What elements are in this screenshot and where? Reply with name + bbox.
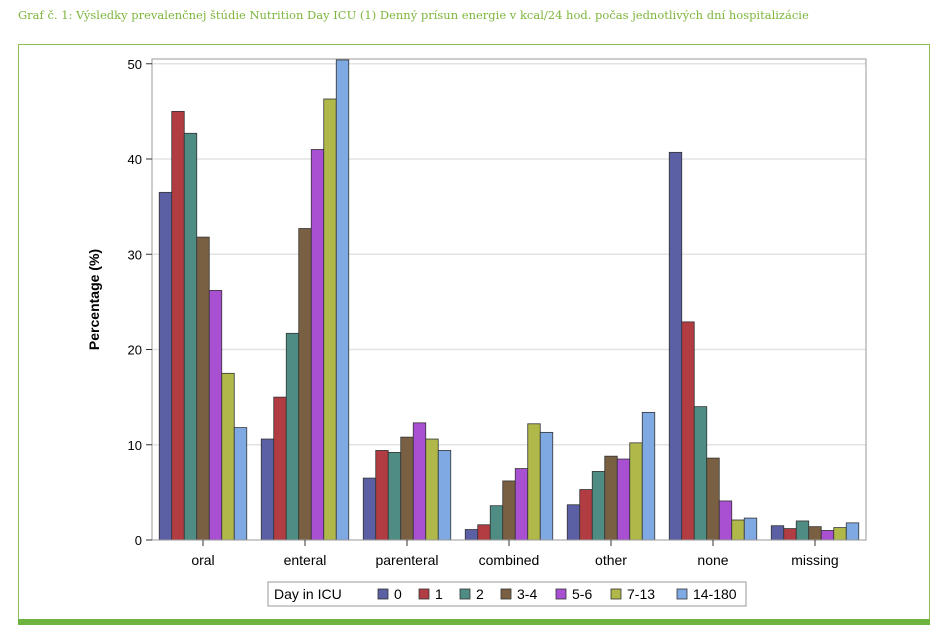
bar-none-14-180 bbox=[743, 517, 758, 541]
bar-none-1 bbox=[681, 321, 695, 541]
legend-swatch-2 bbox=[459, 588, 471, 600]
bar-enteral-3-4 bbox=[298, 228, 312, 541]
x-tick-label-combined: combined bbox=[479, 552, 540, 568]
bottom-accent-bar bbox=[18, 619, 930, 625]
bar-other-14-180 bbox=[641, 411, 656, 541]
bar-combined-1 bbox=[477, 524, 491, 541]
bar-parenteral-2 bbox=[387, 451, 402, 541]
legend-title: Day in ICU bbox=[274, 586, 342, 602]
bar-parenteral-0 bbox=[362, 477, 377, 541]
bars bbox=[158, 59, 860, 541]
legend-label-2: 2 bbox=[476, 586, 484, 602]
legend-label-5-6: 5-6 bbox=[572, 586, 592, 602]
bar-other-0 bbox=[566, 504, 581, 541]
y-tick-label: 20 bbox=[128, 343, 142, 358]
bar-other-7-13 bbox=[629, 442, 643, 541]
legend-items: 0 1 2 3-4 5-6 7-13 14-180 bbox=[377, 586, 737, 602]
bar-parenteral-5-6 bbox=[412, 422, 427, 541]
bar-missing-2 bbox=[795, 520, 810, 541]
bar-parenteral-3-4 bbox=[400, 436, 414, 541]
bar-none-7-13 bbox=[731, 519, 745, 541]
x-tick-label-other: other bbox=[595, 552, 627, 568]
bar-combined-14-180 bbox=[539, 431, 554, 541]
bar-oral-3-4 bbox=[196, 236, 210, 541]
y-tick-label: 10 bbox=[128, 438, 142, 453]
bar-enteral-0 bbox=[260, 438, 275, 541]
bar-oral-7-13 bbox=[221, 372, 235, 541]
bar-enteral-5-6 bbox=[310, 149, 325, 541]
bar-none-2 bbox=[693, 406, 708, 541]
y-tick-label: 40 bbox=[128, 152, 142, 167]
bar-missing-0 bbox=[770, 525, 785, 541]
grid-lines bbox=[152, 63, 866, 446]
bar-other-1 bbox=[579, 489, 593, 541]
chart-frame: 0 10 20 30 40 50 oral enteral parenteral combine… bbox=[18, 44, 930, 620]
x-tick-label-none: none bbox=[697, 552, 728, 568]
legend-swatch-14-180 bbox=[676, 588, 688, 600]
legend-label-0: 0 bbox=[394, 586, 402, 602]
bar-combined-5-6 bbox=[514, 468, 529, 541]
x-tick-label-parenteral: parenteral bbox=[375, 552, 438, 568]
bar-missing-3-4 bbox=[808, 526, 822, 541]
bar-parenteral-7-13 bbox=[425, 438, 439, 541]
bar-missing-14-180 bbox=[845, 522, 860, 541]
bar-other-5-6 bbox=[616, 458, 631, 541]
legend: Day in ICU 0 1 2 3-4 5-6 7-13 14-180 bbox=[267, 581, 747, 607]
bar-oral-14-180 bbox=[233, 427, 248, 541]
legend-label-7-13: 7-13 bbox=[627, 586, 655, 602]
x-tick-label-enteral: enteral bbox=[284, 552, 327, 568]
bar-enteral-7-13 bbox=[323, 98, 337, 541]
y-tick-label: 0 bbox=[135, 533, 142, 548]
legend-swatch-0 bbox=[377, 588, 389, 600]
plot-area-border bbox=[151, 58, 867, 541]
bar-enteral-14-180 bbox=[335, 59, 350, 541]
y-tick-label: 50 bbox=[128, 57, 142, 72]
x-axis-category-labels: oral enteral parenteral combined other none mi… bbox=[191, 540, 839, 568]
legend-swatch-1 bbox=[418, 588, 430, 600]
bar-parenteral-1 bbox=[375, 450, 389, 541]
legend-swatch-7-13 bbox=[610, 588, 622, 600]
bar-oral-2 bbox=[183, 132, 198, 541]
bar-oral-0 bbox=[158, 191, 173, 541]
y-axis-title: Percentage (%) bbox=[86, 249, 102, 350]
bar-combined-0 bbox=[464, 529, 479, 541]
bar-oral-1 bbox=[171, 110, 185, 541]
y-axis-ticks: 0 10 20 30 40 50 bbox=[128, 57, 152, 548]
bar-missing-1 bbox=[783, 528, 797, 541]
y-tick-label: 30 bbox=[128, 247, 142, 262]
bar-other-3-4 bbox=[604, 455, 618, 541]
bar-missing-7-13 bbox=[833, 527, 847, 541]
x-tick-label-oral: oral bbox=[191, 552, 214, 568]
bar-none-0 bbox=[668, 151, 683, 541]
bar-enteral-2 bbox=[285, 332, 300, 541]
bar-combined-3-4 bbox=[502, 480, 516, 541]
bar-oral-5-6 bbox=[208, 290, 223, 541]
legend-label-3-4: 3-4 bbox=[517, 586, 537, 602]
bar-none-5-6 bbox=[718, 500, 733, 541]
chart-caption: Graf č. 1: Výsledky prevalenčnej štúdie … bbox=[18, 8, 809, 22]
legend-label-1: 1 bbox=[435, 586, 443, 602]
legend-swatch-5-6 bbox=[555, 588, 567, 600]
bar-none-3-4 bbox=[706, 457, 720, 541]
x-tick-label-missing: missing bbox=[791, 552, 838, 568]
legend-label-14-180: 14-180 bbox=[693, 586, 737, 602]
bar-missing-5-6 bbox=[820, 530, 835, 541]
bar-enteral-1 bbox=[273, 396, 287, 541]
bar-combined-2 bbox=[489, 505, 504, 541]
bar-other-2 bbox=[591, 471, 606, 541]
bar-combined-7-13 bbox=[527, 423, 541, 541]
legend-swatch-3-4 bbox=[500, 588, 512, 600]
bar-parenteral-14-180 bbox=[437, 450, 452, 541]
